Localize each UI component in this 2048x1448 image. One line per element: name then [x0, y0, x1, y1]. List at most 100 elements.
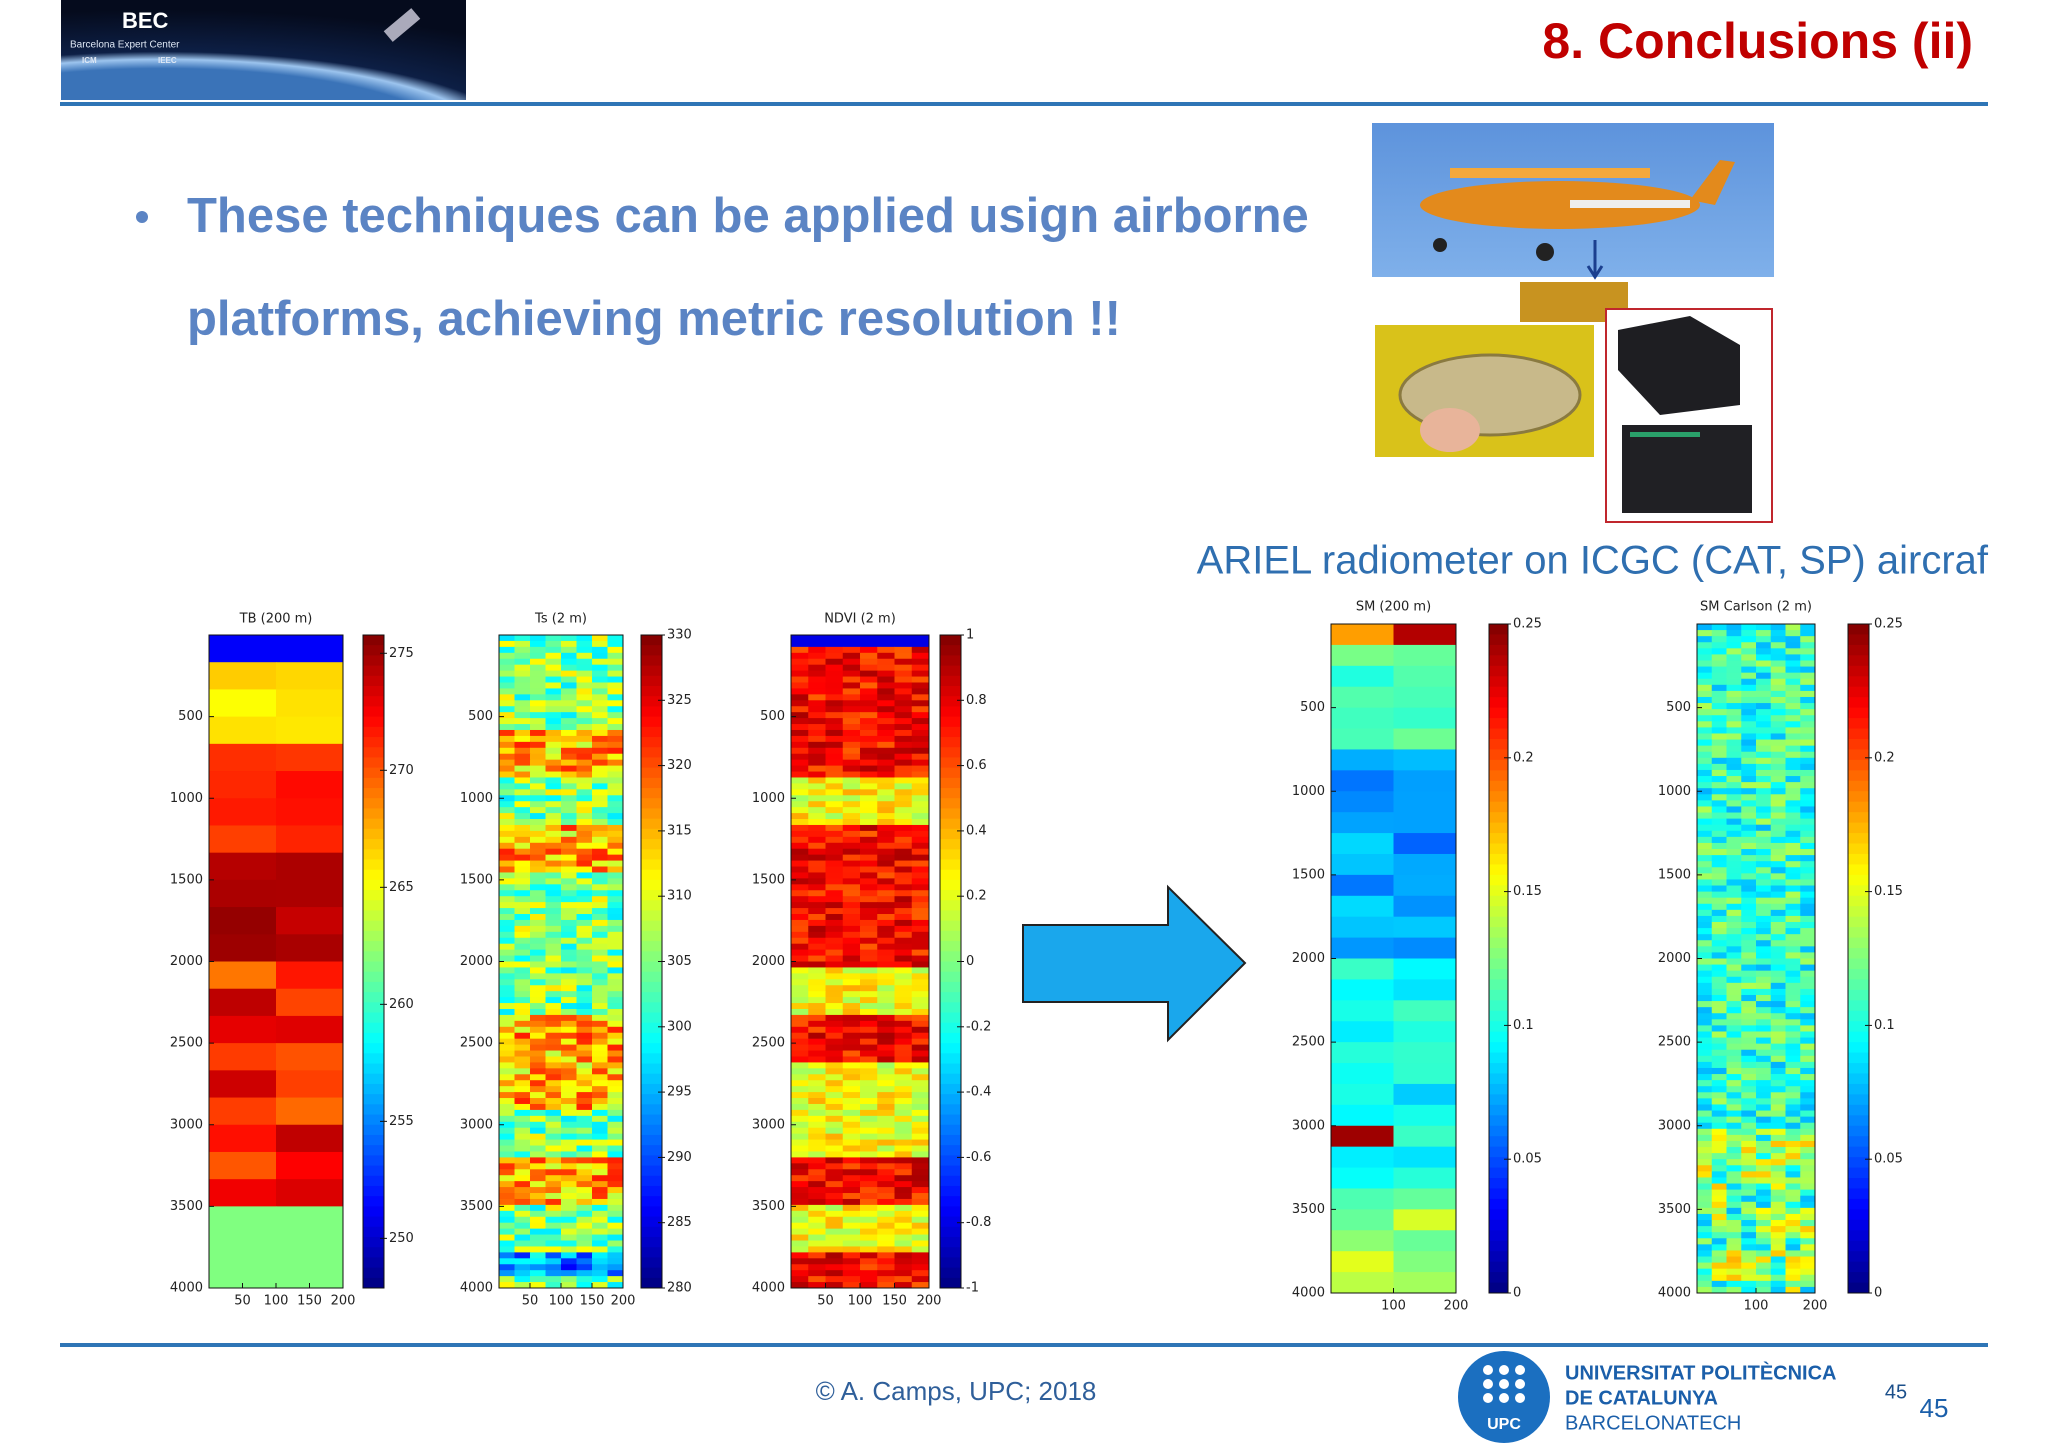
heatmap-cell [545, 836, 562, 844]
heatmap-cell [842, 700, 861, 707]
heatmap-cell [877, 949, 895, 957]
colorbar-segment [641, 1124, 662, 1136]
heatmap-cell [842, 908, 861, 915]
heatmap-cell [499, 1234, 515, 1242]
heatmap-cell [1726, 1074, 1742, 1081]
heatmap-cell [1741, 1134, 1757, 1142]
heatmap-cell [1331, 1125, 1394, 1148]
heatmap-cell [1741, 636, 1757, 643]
heatmap-cell [842, 973, 861, 980]
heatmap-cell [894, 753, 913, 761]
heatmap-cell [911, 1050, 930, 1057]
heatmap-cell [1711, 982, 1727, 990]
heatmap-cell [808, 1282, 826, 1289]
heatmap-cell [1800, 1055, 1816, 1063]
heatmap-cell [1800, 696, 1816, 704]
heatmap-cell [1800, 946, 1816, 953]
heatmap-cell [894, 1115, 913, 1123]
heatmap-cell [576, 1264, 593, 1271]
heatmap-cell [911, 712, 930, 719]
colorbar-segment [1848, 1178, 1869, 1189]
heatmap-cell [514, 706, 531, 713]
heatmap-cell [1741, 672, 1757, 680]
heatmap-cell [607, 753, 624, 761]
heatmap-cell [1800, 958, 1816, 966]
heatmap-cell [808, 1181, 826, 1188]
heatmap-cell [1770, 703, 1786, 710]
heatmap-cell [1756, 666, 1772, 674]
heatmap-cell [791, 890, 809, 897]
heatmap-cell [530, 658, 546, 666]
heatmap-cell [825, 670, 844, 678]
heatmap-cell [607, 1062, 624, 1069]
heatmap-cell [592, 919, 608, 927]
heatmap-cell [1711, 1086, 1727, 1093]
heatmap-cell [1800, 1110, 1816, 1118]
heatmap-cell [791, 1008, 809, 1016]
heatmap-cell [1711, 1159, 1727, 1166]
heatmap-cell [1697, 879, 1713, 887]
heatmap-cell [209, 1015, 277, 1044]
heatmap-cell [545, 813, 562, 820]
heatmap-cell [911, 1121, 930, 1129]
heatmap-cell [808, 919, 826, 927]
heatmap-cell [1726, 1061, 1742, 1069]
heatmap-cell [894, 1240, 913, 1247]
heatmap-cell [894, 1139, 913, 1147]
heatmap-cell [607, 700, 624, 707]
heatmap-cell [1741, 909, 1757, 917]
heatmap-cell [607, 842, 624, 850]
heatmap-cell [561, 1151, 577, 1158]
heatmap-cell [791, 985, 809, 992]
heatmap-cell [808, 1127, 826, 1135]
heatmap-cell [1770, 806, 1786, 814]
heatmap-cell [561, 1157, 577, 1164]
heatmap-cell [894, 765, 913, 773]
heatmap-cell [1331, 1083, 1394, 1106]
heatmap-cell [808, 1032, 826, 1040]
heatmap-cell [499, 682, 515, 689]
heatmap-cell [1697, 1165, 1713, 1172]
heatmap-cell [911, 1187, 930, 1194]
heatmap-cell [877, 718, 895, 725]
heatmap-cell [842, 747, 861, 755]
heatmap-cell [530, 908, 546, 915]
heatmap-cell [592, 1032, 608, 1040]
heatmap-cell [561, 789, 577, 796]
heatmap-cell [1741, 654, 1757, 661]
heatmap-cell [499, 801, 515, 808]
heatmap-cell [1726, 1086, 1742, 1093]
heatmap-cell [576, 795, 593, 802]
heatmap-cell [1785, 976, 1801, 984]
heatmap-cell [877, 777, 895, 784]
heatmap-cell [825, 652, 844, 660]
heatmap-cell [1770, 818, 1786, 826]
heatmap-cell [1726, 1134, 1742, 1142]
heatmap-cell [561, 943, 577, 951]
heatmap-cell [545, 1282, 562, 1289]
heatmap-cell [561, 919, 577, 927]
heatmap-cell [860, 747, 878, 755]
heatmap-cell [1756, 684, 1772, 692]
heatmap-cell [894, 1276, 913, 1283]
heatmap-cell [576, 1193, 593, 1200]
heatmap-cell [1741, 1262, 1757, 1270]
heatmap-cell [561, 991, 577, 998]
heatmap-cell [894, 1103, 913, 1111]
colorbar-segment [641, 1226, 662, 1238]
heatmap-cell [1711, 1274, 1727, 1282]
heatmap-cell [842, 1193, 861, 1200]
heatmap-cell [842, 1032, 861, 1040]
heatmap-cell [911, 635, 930, 642]
heatmap-cell [1711, 1122, 1727, 1130]
heatmap-cell [860, 1014, 878, 1022]
heatmap-cell [592, 747, 608, 755]
heatmap-cell [808, 1056, 826, 1063]
heatmap-cell [1697, 934, 1713, 941]
heatmap-cell [1726, 891, 1742, 899]
heatmap-cell [808, 890, 826, 897]
heatmap-cell [877, 1204, 895, 1212]
heatmap-cell [1756, 1080, 1772, 1087]
heatmap-cell [842, 896, 861, 903]
heatmap-cell [592, 664, 608, 672]
